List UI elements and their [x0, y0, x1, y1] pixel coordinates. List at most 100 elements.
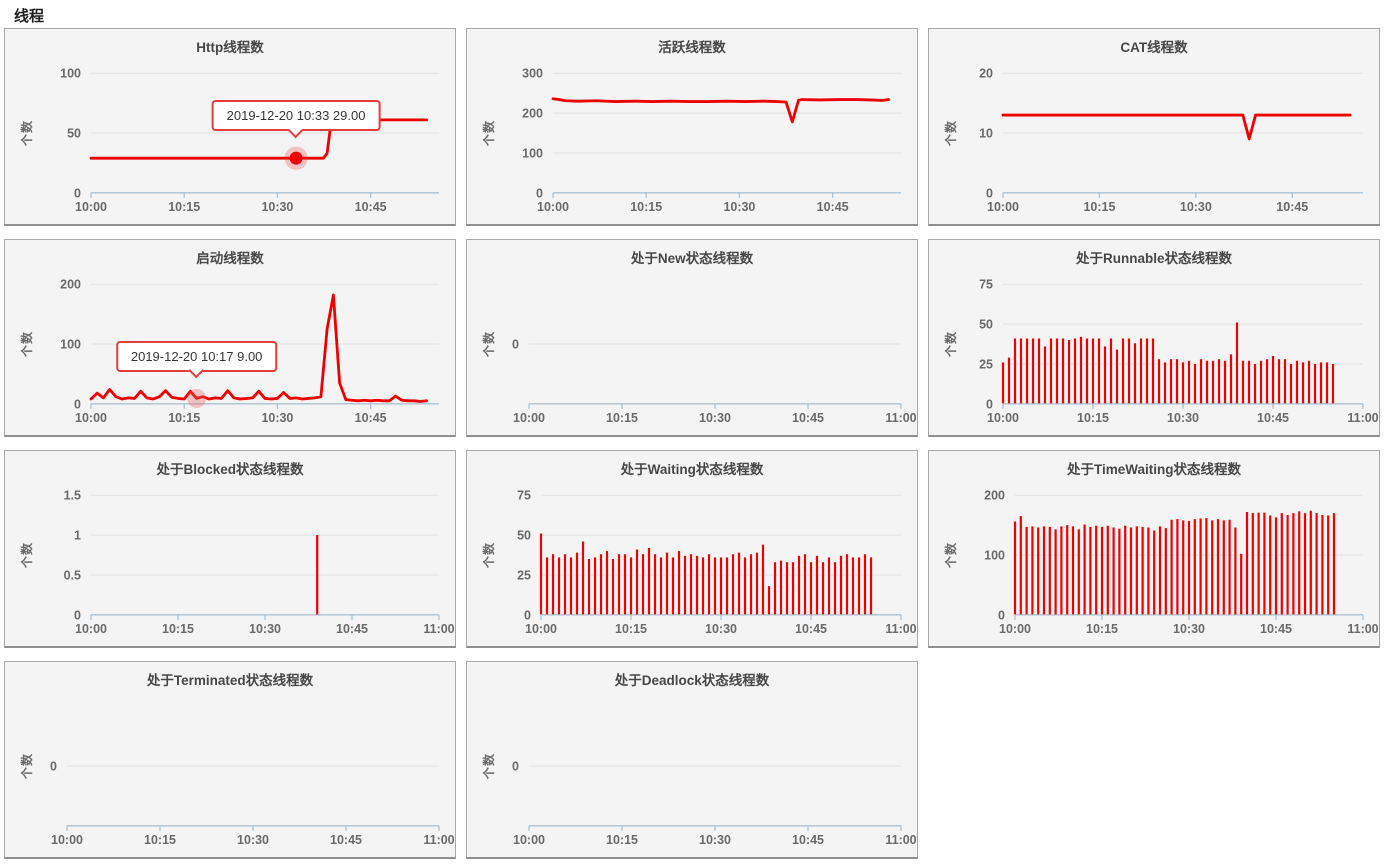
svg-text:10:00: 10:00: [513, 833, 545, 847]
svg-text:10:45: 10:45: [1276, 200, 1308, 214]
chart-panel-cat-thread-count: CAT线程数 0 10 20 10:00 10:15 10:30 10:45 个数: [928, 28, 1380, 226]
chart-title: 处于Deadlock状态线程数: [614, 673, 770, 688]
chart-panel-timewaiting-state-thread-count: 处于TimeWaiting状态线程数 0 100 200 10:00 10:15 10:3…: [928, 450, 1380, 648]
svg-text:11:00: 11:00: [885, 411, 916, 425]
chart-panel-http-thread-count: Http线程数 0 50 100 10:00 10:15 10:30 10:45 个数 201…: [4, 28, 456, 226]
chart-canvas: 0 25 50 75 10:00 10:15 10:30 10:45 11:00 个数: [481, 489, 917, 636]
svg-text:0: 0: [74, 608, 81, 622]
chart-title: 活跃线程数: [658, 40, 726, 55]
svg-text:100: 100: [522, 146, 543, 160]
svg-text:10:00: 10:00: [75, 622, 107, 636]
svg-text:11:00: 11:00: [423, 833, 454, 847]
svg-text:11:00: 11:00: [1347, 411, 1378, 425]
svg-text:0: 0: [74, 186, 81, 200]
chart-canvas: 0 50 100 10:00 10:15 10:30 10:45 个数: [19, 67, 439, 214]
chart-title: CAT线程数: [1120, 40, 1188, 55]
svg-text:10:00: 10:00: [75, 411, 107, 425]
chart-plot[interactable]: 0 100 200 10:00 10:15 10:30 10:45 个数: [5, 240, 455, 435]
svg-text:10:30: 10:30: [261, 200, 293, 214]
chart-canvas: 0 0.5 1 1.5 10:00 10:15 10:30 10:45 11:00 个数: [19, 489, 455, 636]
svg-text:100: 100: [984, 549, 1005, 563]
chart-plot[interactable]: 0 10:00 10:15 10:30 10:45 11:00 个数: [467, 662, 917, 857]
svg-text:75: 75: [517, 489, 531, 503]
svg-text:10:30: 10:30: [699, 411, 731, 425]
y-axis-title: 个数: [19, 542, 34, 569]
chart-plot[interactable]: 0 100 200 300 10:00 10:15 10:30 10:45 个数: [467, 29, 917, 224]
svg-text:0: 0: [986, 397, 993, 411]
svg-text:200: 200: [522, 107, 543, 121]
svg-text:11:00: 11:00: [885, 622, 916, 636]
svg-text:10:30: 10:30: [705, 622, 737, 636]
svg-text:10:00: 10:00: [525, 622, 557, 636]
svg-text:10:45: 10:45: [355, 411, 387, 425]
y-axis-title: 个数: [943, 331, 958, 358]
svg-text:10:15: 10:15: [168, 200, 200, 214]
svg-text:0: 0: [536, 186, 543, 200]
svg-text:10:15: 10:15: [606, 411, 638, 425]
chart-plot[interactable]: 0 10 20 10:00 10:15 10:30 10:45 个数: [929, 29, 1379, 224]
svg-text:10:45: 10:45: [330, 833, 362, 847]
chart-canvas: 0 10:00 10:15 10:30 10:45 11:00 个数: [19, 753, 455, 847]
svg-text:10:00: 10:00: [987, 200, 1019, 214]
svg-text:10:00: 10:00: [537, 200, 569, 214]
svg-text:10:45: 10:45: [355, 200, 387, 214]
svg-text:10:15: 10:15: [144, 833, 176, 847]
y-axis-title: 个数: [481, 542, 496, 569]
chart-title: 启动线程数: [196, 251, 264, 266]
chart-canvas: 0 100 200 300 10:00 10:15 10:30 10:45 个数: [481, 67, 901, 214]
svg-text:10:45: 10:45: [336, 622, 368, 636]
y-axis-title: 个数: [481, 753, 496, 780]
chart-panel-started-thread-count: 启动线程数 0 100 200 10:00 10:15 10:30 10:45 个数 2019…: [4, 239, 456, 437]
svg-text:25: 25: [517, 568, 531, 582]
chart-tooltip: 2019-12-20 10:33 29.00: [211, 100, 381, 132]
chart-panel-active-thread-count: 活跃线程数 0 100 200 300 10:00 10:15 10:30 10:45 个数: [466, 28, 918, 226]
chart-plot[interactable]: 0 10:00 10:15 10:30 10:45 11:00 个数: [467, 240, 917, 435]
y-axis-title: 个数: [19, 120, 34, 147]
chart-panel-terminated-state-thread-count: 处于Terminated状态线程数 0 10:00 10:15 10:30 10:45 1…: [4, 661, 456, 859]
chart-plot[interactable]: 0 50 100 10:00 10:15 10:30 10:45 个数: [5, 29, 455, 224]
chart-plot[interactable]: 0 25 50 75 10:00 10:15 10:30 10:45 11:00 个数: [467, 451, 917, 646]
hover-marker-faded: [187, 388, 207, 409]
svg-text:10:15: 10:15: [1077, 411, 1109, 425]
y-axis-title: 个数: [19, 753, 34, 780]
chart-plot[interactable]: 0 10:00 10:15 10:30 10:45 11:00 个数: [5, 662, 455, 857]
series-line: [89, 293, 429, 403]
y-axis-title: 个数: [19, 331, 34, 358]
chart-canvas: 0 10:00 10:15 10:30 10:45 11:00 个数: [481, 331, 917, 425]
svg-text:10:30: 10:30: [699, 833, 731, 847]
svg-text:300: 300: [522, 67, 543, 81]
series-line: [551, 97, 891, 124]
svg-text:50: 50: [517, 529, 531, 543]
svg-text:200: 200: [60, 278, 81, 292]
svg-text:10:30: 10:30: [237, 833, 269, 847]
svg-text:25: 25: [979, 357, 993, 371]
svg-text:10:00: 10:00: [999, 622, 1031, 636]
svg-text:75: 75: [979, 278, 993, 292]
chart-title: 处于Terminated状态线程数: [146, 673, 314, 688]
svg-text:10:00: 10:00: [75, 200, 107, 214]
chart-plot[interactable]: 0 25 50 75 10:00 10:15 10:30 10:45 11:00 个数: [929, 240, 1379, 435]
chart-panel-waiting-state-thread-count: 处于Waiting状态线程数 0 25 50 75 10:00 10:15 10:30 10:…: [466, 450, 918, 648]
svg-text:10:45: 10:45: [795, 622, 827, 636]
svg-text:100: 100: [60, 338, 81, 352]
svg-text:10:30: 10:30: [249, 622, 281, 636]
svg-text:10:30: 10:30: [1173, 622, 1205, 636]
chart-title: 处于Waiting状态线程数: [620, 462, 764, 477]
svg-text:10:15: 10:15: [162, 622, 194, 636]
chart-panel-new-state-thread-count: 处于New状态线程数 0 10:00 10:15 10:30 10:45 11:00 个数: [466, 239, 918, 437]
y-axis-title: 个数: [943, 542, 958, 569]
svg-text:0: 0: [74, 397, 81, 411]
svg-text:100: 100: [60, 67, 81, 81]
svg-text:10:15: 10:15: [606, 833, 638, 847]
svg-text:10:45: 10:45: [1257, 411, 1289, 425]
svg-text:0.5: 0.5: [64, 568, 81, 582]
svg-text:10:45: 10:45: [792, 411, 824, 425]
chart-plot[interactable]: 0 0.5 1 1.5 10:00 10:15 10:30 10:45 11:00 个数: [5, 451, 455, 646]
svg-text:50: 50: [67, 127, 81, 141]
svg-text:10:15: 10:15: [615, 622, 647, 636]
chart-plot[interactable]: 0 100 200 10:00 10:15 10:30 10:45 11:00 个数: [929, 451, 1379, 646]
chart-canvas: 0 10 20 10:00 10:15 10:30 10:45 个数: [943, 67, 1363, 214]
svg-text:50: 50: [979, 318, 993, 332]
dashboard-grid: Http线程数 0 50 100 10:00 10:15 10:30 10:45 个数 201…: [0, 28, 1385, 867]
chart-tooltip: 2019-12-20 10:17 9.00: [115, 340, 278, 372]
